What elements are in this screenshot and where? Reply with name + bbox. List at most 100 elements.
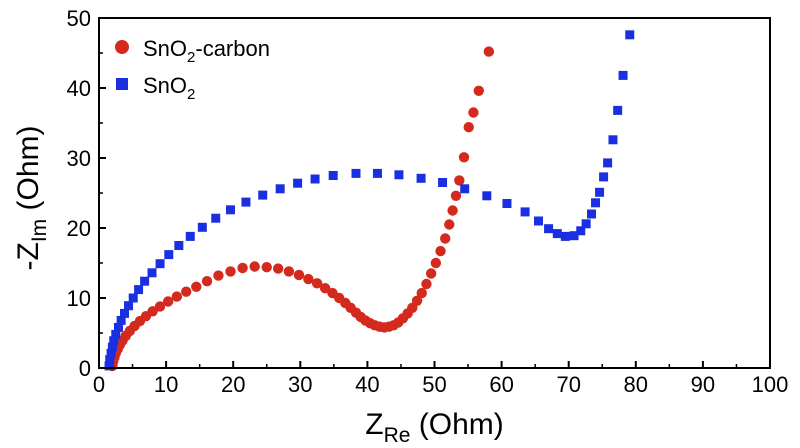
legend-label-0: SnO2-carbon: [143, 36, 270, 66]
legend-label-main: SnO: [143, 73, 187, 98]
series-0-point: [416, 287, 427, 299]
series-1-point: [581, 219, 591, 229]
series-0-point: [463, 122, 474, 133]
series-1-point: [599, 172, 609, 182]
x-axis-title-main: Z: [365, 408, 383, 441]
series-1-point: [534, 216, 544, 226]
x-tick-label: 80: [624, 372, 648, 397]
series-0-point: [458, 152, 470, 163]
y-tick-label: 0: [79, 356, 91, 381]
series-0-point: [468, 107, 479, 118]
series-1-point: [241, 197, 251, 207]
plot-area-frame: [98, 17, 771, 369]
series-1-point: [416, 173, 426, 183]
series-0-point: [293, 269, 305, 281]
series-0-point: [450, 190, 462, 201]
series-1-point: [587, 209, 597, 219]
series-1-points: [104, 30, 635, 371]
legend-label-main: SnO: [143, 36, 187, 61]
x-tick-label: 60: [489, 372, 513, 397]
series-0-point: [213, 270, 224, 281]
series-1-point: [591, 198, 601, 208]
series-0-point: [171, 291, 183, 302]
series-0-point: [440, 233, 451, 244]
axis-ticks-layer: 0 10 20 30 40 50 60 70 80 90 100 0 10 20 30 40 50: [67, 6, 789, 397]
legend-marker-1: [116, 78, 128, 90]
series-1-point: [147, 268, 157, 278]
data-points-layer: [104, 30, 635, 372]
x-tick-label: 20: [221, 372, 245, 397]
series-1-point: [111, 329, 121, 339]
series-0-points: [107, 46, 495, 372]
series-1-point: [625, 30, 635, 40]
series-1-point: [109, 336, 119, 346]
series-0-point: [435, 245, 446, 257]
series-1-point: [174, 241, 184, 250]
series-1-point: [116, 315, 126, 325]
series-1-point: [155, 259, 165, 269]
series-0-point: [162, 296, 174, 307]
series-0-point: [430, 257, 442, 269]
series-0-point: [261, 262, 272, 273]
series-1-point: [608, 135, 618, 145]
series-1-point: [560, 231, 570, 241]
series-1-point: [569, 231, 579, 241]
x-tick-label: 30: [288, 372, 312, 397]
series-0-point: [483, 46, 495, 57]
series-0-point: [147, 306, 158, 317]
series-1-point: [603, 158, 613, 168]
x-axis-title-unit: (Ohm): [410, 408, 503, 441]
x-axis-title-subscript: Re: [384, 424, 411, 447]
series-0-point: [447, 205, 458, 216]
legend-label-subscript: 2: [187, 49, 195, 66]
series-1-point: [185, 231, 195, 241]
series-1-point: [328, 171, 338, 180]
series-1-point: [595, 187, 605, 197]
series-1-point: [226, 205, 236, 215]
legend-label-1: SnO2: [143, 73, 195, 103]
series-0-point: [319, 283, 331, 294]
y-tick-label: 30: [67, 146, 91, 171]
y-axis-title: -ZIm (Ohm): [12, 126, 51, 271]
legend-marker-0: [115, 40, 129, 54]
series-1-point: [107, 342, 117, 352]
x-tick-label: 70: [556, 372, 580, 397]
series-0-point: [425, 268, 437, 279]
series-1-point: [140, 276, 150, 286]
x-tick-label: 90: [691, 372, 715, 397]
x-tick-label: 100: [752, 372, 789, 397]
series-1-point: [552, 229, 562, 239]
series-1-point: [164, 250, 174, 260]
series-1-point: [460, 184, 470, 194]
x-tick-label: 50: [422, 372, 446, 397]
series-0-point: [191, 281, 202, 292]
series-1-point: [105, 355, 115, 365]
series-1-point: [576, 226, 586, 236]
series-1-point: [128, 293, 138, 303]
series-0-point: [272, 263, 284, 274]
series-1-point: [394, 170, 404, 180]
series-1-point: [544, 224, 554, 234]
series-1-point: [258, 190, 268, 200]
series-1-point: [618, 70, 628, 80]
x-tick-label: 0: [93, 372, 105, 397]
y-tick-label: 10: [67, 286, 91, 311]
series-0-point: [237, 262, 248, 274]
y-tick-label: 20: [67, 216, 91, 241]
series-1-point: [613, 105, 623, 115]
series-1-point: [293, 178, 303, 188]
series-1-point: [438, 178, 448, 187]
series-1-point: [520, 207, 530, 217]
series-0-point: [303, 273, 314, 285]
y-tick-label: 50: [67, 6, 91, 31]
series-0-point: [181, 286, 192, 297]
legend-label-subscript: 2: [187, 86, 195, 103]
series-1-point: [372, 168, 382, 178]
series-1-point: [119, 308, 129, 318]
series-1-point: [310, 174, 320, 184]
series-1-point: [134, 285, 144, 295]
series-1-point: [106, 348, 116, 358]
x-axis-title: ZRe (Ohm): [365, 408, 504, 447]
